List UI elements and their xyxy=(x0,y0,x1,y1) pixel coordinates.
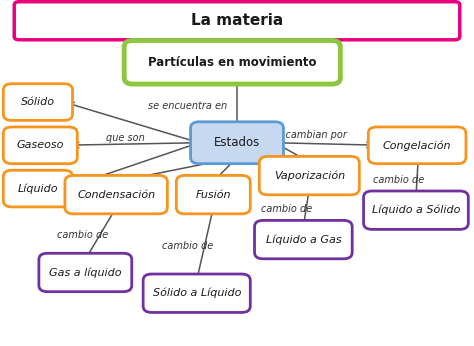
Text: Líquido a Sólido: Líquido a Sólido xyxy=(372,205,460,216)
FancyBboxPatch shape xyxy=(65,175,167,214)
Text: cambio de: cambio de xyxy=(261,204,312,214)
FancyBboxPatch shape xyxy=(364,191,468,229)
FancyBboxPatch shape xyxy=(3,170,73,207)
Text: Líquido a Gas: Líquido a Gas xyxy=(265,234,341,245)
Text: Fusión: Fusión xyxy=(196,190,231,200)
FancyBboxPatch shape xyxy=(124,40,340,84)
FancyBboxPatch shape xyxy=(39,253,132,292)
Text: cambio de: cambio de xyxy=(374,175,425,185)
Text: que cambian por: que cambian por xyxy=(264,130,347,140)
Text: La materia: La materia xyxy=(191,13,283,28)
Text: Vaporización: Vaporización xyxy=(273,170,345,181)
Text: Gaseoso: Gaseoso xyxy=(17,140,64,150)
FancyBboxPatch shape xyxy=(368,127,466,164)
FancyBboxPatch shape xyxy=(255,220,352,259)
Text: cambio de: cambio de xyxy=(162,241,213,251)
FancyBboxPatch shape xyxy=(176,175,250,214)
FancyBboxPatch shape xyxy=(3,84,73,120)
Text: que son: que son xyxy=(106,134,145,143)
Text: Sólido: Sólido xyxy=(21,97,55,107)
Text: Condensación: Condensación xyxy=(77,190,155,200)
Text: cambio de: cambio de xyxy=(57,230,109,240)
Text: Estados: Estados xyxy=(214,136,260,149)
FancyBboxPatch shape xyxy=(3,127,77,164)
FancyBboxPatch shape xyxy=(191,122,283,164)
Text: Partículas en movimiento: Partículas en movimiento xyxy=(148,56,317,69)
Text: Líquido: Líquido xyxy=(18,183,58,194)
Text: Congelación: Congelación xyxy=(383,140,451,151)
Text: Gas a líquido: Gas a líquido xyxy=(49,267,121,278)
Text: se encuentra en: se encuentra en xyxy=(148,101,227,110)
FancyBboxPatch shape xyxy=(143,274,250,312)
Text: Sólido a Líquido: Sólido a Líquido xyxy=(153,288,241,299)
FancyBboxPatch shape xyxy=(14,2,460,40)
FancyBboxPatch shape xyxy=(259,156,359,195)
